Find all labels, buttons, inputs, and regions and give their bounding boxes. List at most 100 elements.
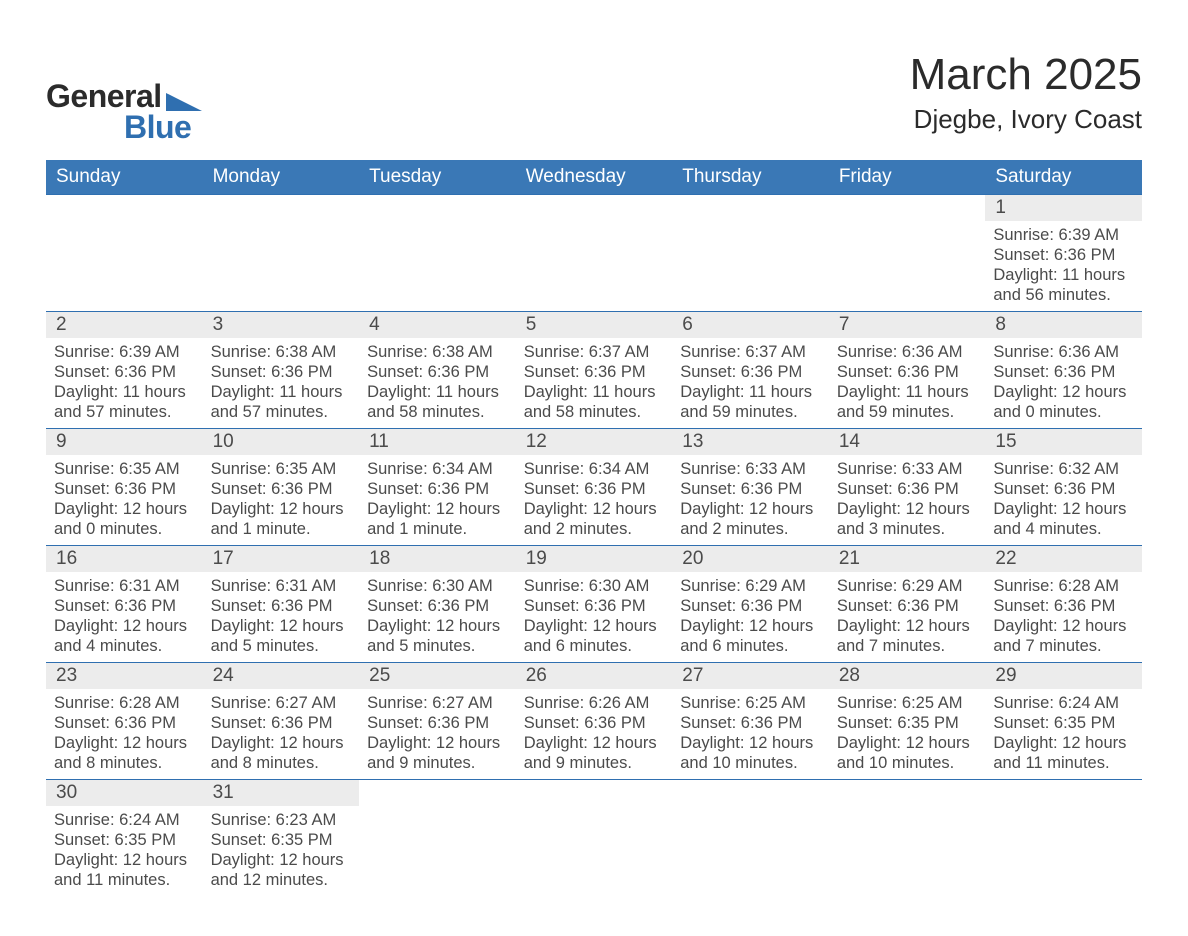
day-info: Sunrise: 6:38 AMSunset: 6:36 PMDaylight:… <box>359 338 516 428</box>
day-number: 7 <box>829 312 986 338</box>
sunrise-line: Sunrise: 6:39 AM <box>993 225 1134 245</box>
daylight-line: Daylight: 12 hours and 1 minute. <box>211 499 352 539</box>
daylight-line: Daylight: 12 hours and 4 minutes. <box>993 499 1134 539</box>
day-info: Sunrise: 6:28 AMSunset: 6:36 PMDaylight:… <box>46 689 203 779</box>
day-number: 9 <box>46 429 203 455</box>
day-number: 27 <box>672 663 829 689</box>
weekday-header: Sunday <box>46 160 203 195</box>
day-number: 24 <box>203 663 360 689</box>
calendar-cell: 17Sunrise: 6:31 AMSunset: 6:36 PMDayligh… <box>203 546 360 663</box>
sunrise-line: Sunrise: 6:27 AM <box>367 693 508 713</box>
sunset-line: Sunset: 6:36 PM <box>367 713 508 733</box>
daylight-line: Daylight: 12 hours and 10 minutes. <box>680 733 821 773</box>
sunset-line: Sunset: 6:36 PM <box>680 479 821 499</box>
sunrise-line: Sunrise: 6:24 AM <box>54 810 195 830</box>
daylight-line: Daylight: 12 hours and 8 minutes. <box>54 733 195 773</box>
sunrise-line: Sunrise: 6:34 AM <box>367 459 508 479</box>
day-info: Sunrise: 6:25 AMSunset: 6:36 PMDaylight:… <box>672 689 829 779</box>
weekday-header: Thursday <box>672 160 829 195</box>
day-info: Sunrise: 6:36 AMSunset: 6:36 PMDaylight:… <box>829 338 986 428</box>
calendar-cell: 27Sunrise: 6:25 AMSunset: 6:36 PMDayligh… <box>672 663 829 780</box>
calendar-cell: 7Sunrise: 6:36 AMSunset: 6:36 PMDaylight… <box>829 312 986 429</box>
sunset-line: Sunset: 6:36 PM <box>993 245 1134 265</box>
day-info: Sunrise: 6:31 AMSunset: 6:36 PMDaylight:… <box>203 572 360 662</box>
weekday-header: Monday <box>203 160 360 195</box>
day-number: 21 <box>829 546 986 572</box>
sunset-line: Sunset: 6:36 PM <box>680 596 821 616</box>
day-info: Sunrise: 6:28 AMSunset: 6:36 PMDaylight:… <box>985 572 1142 662</box>
day-number: 25 <box>359 663 516 689</box>
day-info: Sunrise: 6:38 AMSunset: 6:36 PMDaylight:… <box>203 338 360 428</box>
sunrise-line: Sunrise: 6:30 AM <box>367 576 508 596</box>
sunrise-line: Sunrise: 6:33 AM <box>680 459 821 479</box>
day-number: 4 <box>359 312 516 338</box>
calendar-cell: 22Sunrise: 6:28 AMSunset: 6:36 PMDayligh… <box>985 546 1142 663</box>
day-info: Sunrise: 6:29 AMSunset: 6:36 PMDaylight:… <box>672 572 829 662</box>
day-number: 15 <box>985 429 1142 455</box>
calendar-cell <box>516 780 673 897</box>
day-info: Sunrise: 6:26 AMSunset: 6:36 PMDaylight:… <box>516 689 673 779</box>
daylight-line: Daylight: 11 hours and 59 minutes. <box>837 382 978 422</box>
daylight-line: Daylight: 11 hours and 58 minutes. <box>524 382 665 422</box>
day-info: Sunrise: 6:29 AMSunset: 6:36 PMDaylight:… <box>829 572 986 662</box>
sunset-line: Sunset: 6:36 PM <box>993 362 1134 382</box>
calendar-page: General Blue March 2025 Djegbe, Ivory Co… <box>0 0 1188 936</box>
day-number: 8 <box>985 312 1142 338</box>
calendar-cell: 8Sunrise: 6:36 AMSunset: 6:36 PMDaylight… <box>985 312 1142 429</box>
calendar-cell: 19Sunrise: 6:30 AMSunset: 6:36 PMDayligh… <box>516 546 673 663</box>
sunset-line: Sunset: 6:36 PM <box>211 479 352 499</box>
daylight-line: Daylight: 11 hours and 59 minutes. <box>680 382 821 422</box>
day-number: 30 <box>46 780 203 806</box>
sunset-line: Sunset: 6:36 PM <box>211 596 352 616</box>
day-info: Sunrise: 6:31 AMSunset: 6:36 PMDaylight:… <box>46 572 203 662</box>
calendar-cell: 20Sunrise: 6:29 AMSunset: 6:36 PMDayligh… <box>672 546 829 663</box>
day-number: 20 <box>672 546 829 572</box>
sunrise-line: Sunrise: 6:34 AM <box>524 459 665 479</box>
sunset-line: Sunset: 6:36 PM <box>837 362 978 382</box>
calendar-cell: 3Sunrise: 6:38 AMSunset: 6:36 PMDaylight… <box>203 312 360 429</box>
header-region: General Blue March 2025 Djegbe, Ivory Co… <box>46 30 1142 146</box>
calendar-cell <box>359 780 516 897</box>
calendar-cell <box>672 780 829 897</box>
weekday-header: Saturday <box>985 160 1142 195</box>
daylight-line: Daylight: 12 hours and 0 minutes. <box>993 382 1134 422</box>
sunset-line: Sunset: 6:36 PM <box>367 596 508 616</box>
day-info: Sunrise: 6:35 AMSunset: 6:36 PMDaylight:… <box>203 455 360 545</box>
daylight-line: Daylight: 12 hours and 6 minutes. <box>680 616 821 656</box>
sunrise-line: Sunrise: 6:31 AM <box>54 576 195 596</box>
day-info: Sunrise: 6:37 AMSunset: 6:36 PMDaylight:… <box>516 338 673 428</box>
sunset-line: Sunset: 6:36 PM <box>837 596 978 616</box>
day-number: 5 <box>516 312 673 338</box>
page-subtitle: Djegbe, Ivory Coast <box>910 104 1142 135</box>
daylight-line: Daylight: 12 hours and 1 minute. <box>367 499 508 539</box>
sunset-line: Sunset: 6:36 PM <box>837 479 978 499</box>
calendar-cell <box>203 195 360 312</box>
day-info: Sunrise: 6:32 AMSunset: 6:36 PMDaylight:… <box>985 455 1142 545</box>
sunset-line: Sunset: 6:36 PM <box>524 362 665 382</box>
sunset-line: Sunset: 6:36 PM <box>524 596 665 616</box>
calendar-cell: 29Sunrise: 6:24 AMSunset: 6:35 PMDayligh… <box>985 663 1142 780</box>
daylight-line: Daylight: 12 hours and 6 minutes. <box>524 616 665 656</box>
sunrise-line: Sunrise: 6:37 AM <box>524 342 665 362</box>
daylight-line: Daylight: 11 hours and 58 minutes. <box>367 382 508 422</box>
calendar-table: SundayMondayTuesdayWednesdayThursdayFrid… <box>46 160 1142 896</box>
sunset-line: Sunset: 6:35 PM <box>54 830 195 850</box>
day-number: 6 <box>672 312 829 338</box>
sunrise-line: Sunrise: 6:24 AM <box>993 693 1134 713</box>
title-region: March 2025 Djegbe, Ivory Coast <box>910 30 1142 135</box>
calendar-cell: 21Sunrise: 6:29 AMSunset: 6:36 PMDayligh… <box>829 546 986 663</box>
day-number: 11 <box>359 429 516 455</box>
calendar-cell: 16Sunrise: 6:31 AMSunset: 6:36 PMDayligh… <box>46 546 203 663</box>
day-number: 18 <box>359 546 516 572</box>
sunrise-line: Sunrise: 6:38 AM <box>211 342 352 362</box>
day-number: 17 <box>203 546 360 572</box>
sunrise-line: Sunrise: 6:35 AM <box>211 459 352 479</box>
calendar-cell: 25Sunrise: 6:27 AMSunset: 6:36 PMDayligh… <box>359 663 516 780</box>
calendar-cell: 18Sunrise: 6:30 AMSunset: 6:36 PMDayligh… <box>359 546 516 663</box>
calendar-cell: 4Sunrise: 6:38 AMSunset: 6:36 PMDaylight… <box>359 312 516 429</box>
sunset-line: Sunset: 6:35 PM <box>211 830 352 850</box>
day-info: Sunrise: 6:27 AMSunset: 6:36 PMDaylight:… <box>203 689 360 779</box>
daylight-line: Daylight: 11 hours and 57 minutes. <box>54 382 195 422</box>
sunrise-line: Sunrise: 6:25 AM <box>837 693 978 713</box>
calendar-cell: 12Sunrise: 6:34 AMSunset: 6:36 PMDayligh… <box>516 429 673 546</box>
